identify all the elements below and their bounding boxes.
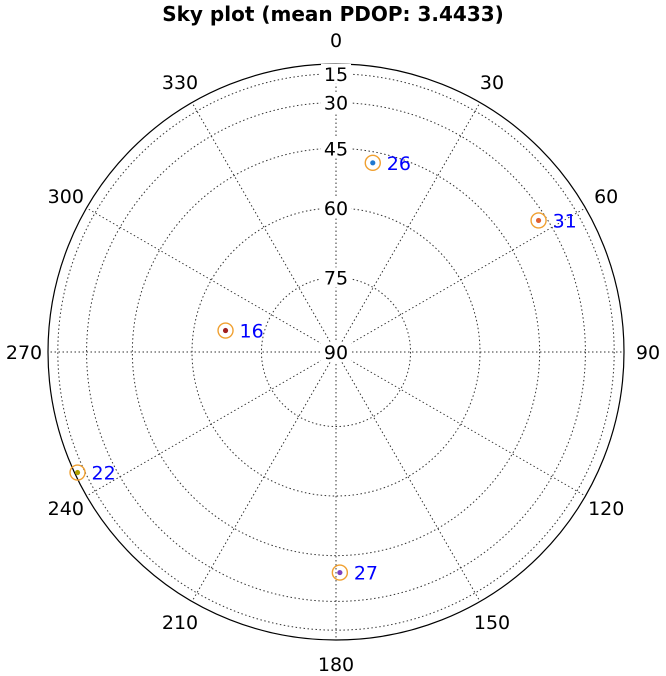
azimuth-spoke-120	[335, 351, 586, 497]
satellite-point	[535, 217, 542, 224]
satellite-point	[370, 160, 376, 166]
azimuth-tick-label: 330	[162, 72, 198, 94]
satellite-label: 22	[92, 463, 116, 485]
elevation-tick-bg	[321, 92, 351, 113]
chart-title: Sky plot (mean PDOP: 3.4433)	[162, 2, 504, 26]
azimuth-tick-label: 210	[162, 612, 198, 634]
azimuth-tick-label: 120	[588, 498, 624, 520]
elevation-ring-75	[260, 276, 412, 428]
satellite-point	[337, 569, 343, 576]
satellite-point	[222, 327, 229, 334]
azimuth-tick-label: 270	[6, 342, 42, 364]
elevation-tick-label: 60	[324, 198, 348, 220]
satellite-point	[74, 469, 81, 476]
elevation-tick-label: 45	[324, 138, 348, 160]
azimuth-spoke-210	[191, 351, 337, 602]
azimuth-tick-label: 240	[48, 498, 84, 520]
elevation-ring-15	[57, 73, 615, 631]
azimuth-tick-label: 60	[594, 186, 618, 208]
tick-labels: 0 30 60 90 120 150 180 210 240 270 300 330 15 30 45 60 7…	[6, 30, 660, 676]
elevation-tick-bg	[321, 342, 351, 362]
satellite-ring	[217, 322, 234, 339]
satellite-label: 26	[387, 153, 411, 175]
azimuth-tick-label: 300	[48, 186, 84, 208]
satellite-markers: 26 31 16 22 27	[69, 153, 577, 585]
azimuth-tick-label: 150	[474, 612, 510, 634]
elevation-tick-bg	[321, 63, 351, 84]
satellite-label: 31	[553, 210, 577, 232]
azimuth-tick-label: 180	[318, 654, 354, 676]
elevation-tick-bg	[321, 138, 351, 159]
elevation-tick-bg	[321, 198, 351, 218]
satellite-ring	[69, 464, 86, 481]
elevation-ring-45	[131, 147, 541, 557]
satellite-ring	[530, 212, 547, 229]
azimuth-tick-label: 90	[636, 342, 660, 364]
azimuth-spoke-330	[191, 102, 337, 353]
elevation-tick-label: 75	[324, 267, 348, 289]
polar-grid	[47, 63, 625, 641]
azimuth-tick-label: 30	[480, 72, 504, 94]
azimuth-spoke-150	[335, 351, 481, 602]
satellite-ring	[364, 154, 381, 172]
satellite-ring	[331, 564, 349, 581]
elevation-tick-label: 90	[324, 342, 348, 364]
azimuth-spoke-30	[335, 102, 481, 353]
azimuth-spoke-300	[86, 207, 337, 353]
elevation-tick-bg	[321, 267, 351, 288]
satellite-label: 16	[240, 321, 264, 343]
azimuth-spoke-240	[86, 351, 337, 497]
azimuth-tick-label: 0	[330, 30, 342, 52]
elevation-tick-label: 30	[324, 93, 348, 115]
satellite-label: 27	[354, 563, 378, 585]
elevation-tick-label: 15	[324, 64, 348, 86]
azimuth-spoke-60	[335, 207, 586, 353]
